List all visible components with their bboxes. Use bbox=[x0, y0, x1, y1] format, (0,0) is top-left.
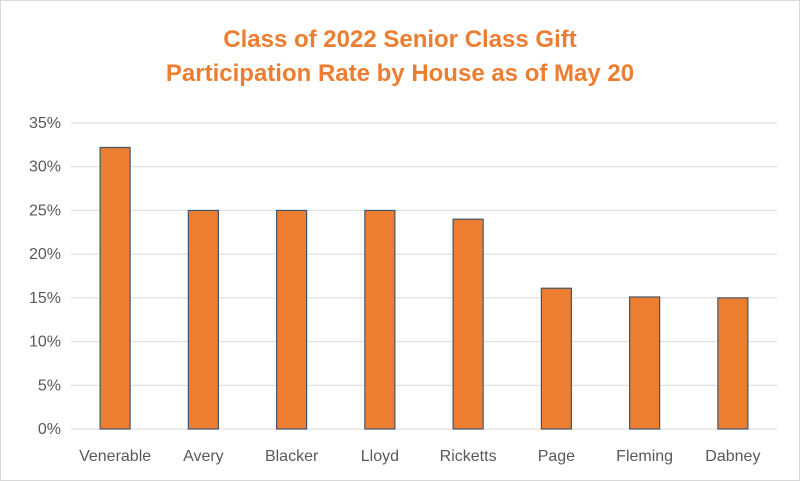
x-tick-label-page: Page bbox=[538, 448, 575, 465]
x-tick-label-dabney: Dabney bbox=[705, 448, 760, 465]
y-tick-label: 20% bbox=[29, 246, 61, 263]
bar-venerable bbox=[99, 146, 131, 430]
y-tick-label: 5% bbox=[38, 377, 61, 394]
bar-ricketts bbox=[452, 218, 484, 430]
chart-title: Class of 2022 Senior Class Gift Particip… bbox=[1, 23, 799, 91]
bars bbox=[99, 146, 749, 430]
x-axis-tick-labels: Venerable Avery Blacker Lloyd Ricketts Page Fl… bbox=[79, 448, 760, 465]
x-tick-label-lloyd: Lloyd bbox=[361, 448, 399, 465]
chart-title-line-2: Participation Rate by House as of May 20 bbox=[165, 60, 635, 87]
bar-dabney bbox=[717, 297, 749, 430]
bar-lloyd bbox=[364, 209, 396, 430]
y-tick-label: 10% bbox=[29, 334, 61, 351]
y-tick-label: 35% bbox=[29, 115, 61, 132]
chart-title-line-1: Class of 2022 Senior Class Gift bbox=[223, 26, 577, 53]
y-tick-label: 15% bbox=[29, 290, 61, 307]
bar-avery bbox=[187, 209, 219, 430]
bar-page bbox=[540, 287, 572, 430]
x-tick-label-avery: Avery bbox=[183, 448, 224, 465]
bar-blacker bbox=[276, 209, 308, 430]
bar-fleming bbox=[629, 296, 661, 430]
gridlines bbox=[71, 122, 777, 430]
x-tick-label-fleming: Fleming bbox=[616, 448, 673, 465]
y-axis-tick-labels: 0% 5% 10% 15% 20% 25% 30% 35% bbox=[29, 115, 61, 438]
x-tick-label-ricketts: Ricketts bbox=[440, 448, 497, 465]
x-tick-label-blacker: Blacker bbox=[265, 448, 319, 465]
y-tick-label: 30% bbox=[29, 159, 61, 176]
y-tick-label: 25% bbox=[29, 202, 61, 219]
x-tick-label-venerable: Venerable bbox=[79, 448, 151, 465]
y-tick-label: 0% bbox=[38, 421, 61, 438]
